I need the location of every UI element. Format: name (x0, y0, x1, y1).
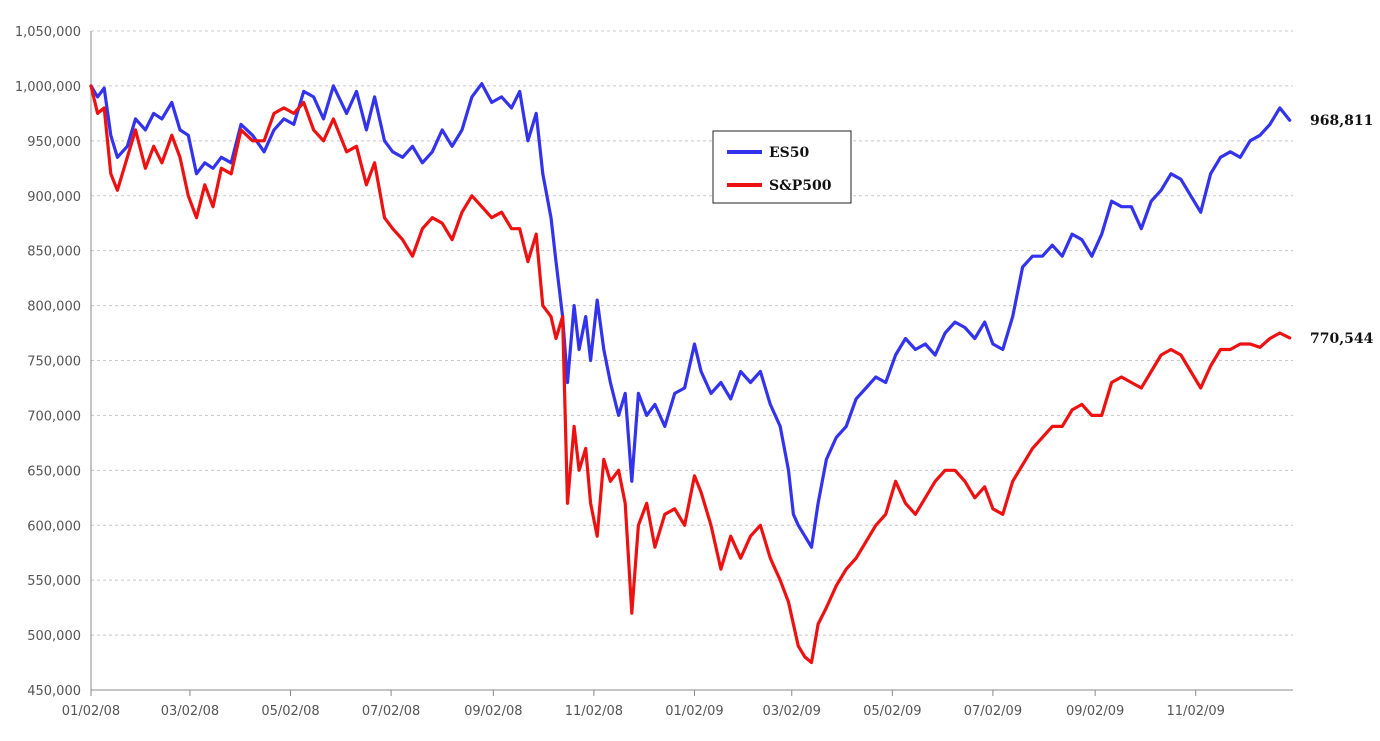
x-tick-label: 11/02/08 (565, 704, 623, 719)
x-tick-label: 03/02/08 (161, 704, 219, 719)
x-tick-label: 11/02/09 (1167, 704, 1225, 719)
x-tick-label: 07/02/09 (964, 704, 1022, 719)
y-tick-label: 650,000 (27, 464, 81, 479)
y-tick-label: 600,000 (27, 519, 81, 534)
end-labels: 968,811 770,544 (1310, 113, 1374, 347)
y-tick-label: 750,000 (27, 355, 81, 370)
x-tick-label: 01/02/09 (665, 704, 723, 719)
legend: ES50 S&P500 (712, 130, 852, 204)
legend-box (712, 130, 852, 204)
series-line-sp500 (89, 84, 1292, 665)
y-tick-label: 850,000 (27, 245, 81, 260)
y-tick-label: 700,000 (27, 409, 81, 424)
axes (90, 31, 1293, 691)
x-tick-label: 09/02/09 (1066, 704, 1124, 719)
series-lines (89, 82, 1292, 665)
y-tick-label: 950,000 (27, 135, 81, 150)
gridlines (91, 30, 1293, 636)
x-tick-label: 01/02/08 (62, 704, 120, 719)
x-tick-label: 05/02/08 (261, 704, 319, 719)
x-tick-label: 03/02/09 (763, 704, 821, 719)
x-tick-label: 07/02/08 (362, 704, 420, 719)
sp500-end-label: 770,544 (1310, 331, 1374, 347)
y-tick-label: 1,000,000 (15, 80, 81, 95)
y-tick-label: 800,000 (27, 300, 81, 315)
y-tick-label: 450,000 (27, 684, 81, 699)
legend-label-es50: ES50 (769, 145, 810, 161)
y-tick-label: 550,000 (27, 574, 81, 589)
x-tick-labels: 01/02/08 03/02/08 05/02/08 07/02/08 09/02/08… (62, 690, 1225, 719)
y-tick-labels: 450,000 500,000 550,000 600,000 650,000 700,0… (15, 25, 81, 699)
y-tick-label: 900,000 (27, 190, 81, 205)
y-tick-label: 500,000 (27, 629, 81, 644)
x-tick-label: 05/02/09 (863, 704, 921, 719)
series-line-es50 (89, 82, 1292, 549)
x-tick-label: 09/02/08 (464, 704, 522, 719)
y-tick-label: 1,050,000 (15, 25, 81, 40)
es50-end-label: 968,811 (1310, 113, 1373, 129)
legend-label-sp500: S&P500 (769, 178, 832, 194)
